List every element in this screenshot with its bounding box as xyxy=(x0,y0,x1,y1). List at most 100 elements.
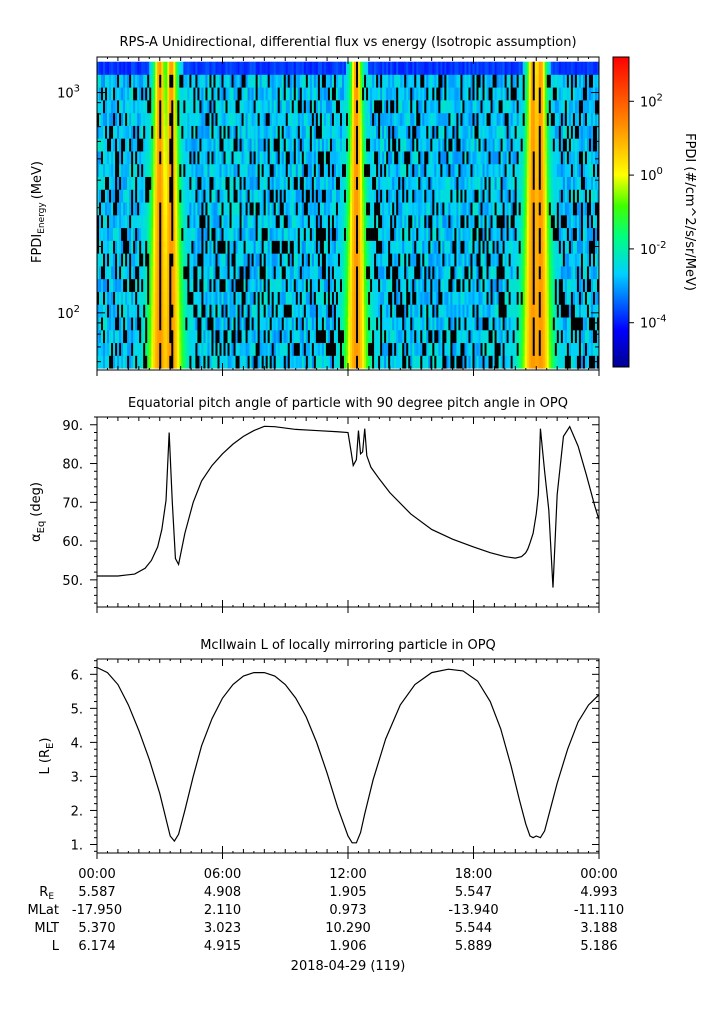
heatmap-cell xyxy=(245,253,248,267)
heatmap-cell xyxy=(372,112,375,126)
heatmap-cell xyxy=(329,189,333,203)
heatmap-cell xyxy=(480,125,483,139)
heatmap-cell xyxy=(438,151,441,165)
heatmap-cell xyxy=(586,189,590,203)
heatmap-cell xyxy=(233,355,236,369)
heatmap-cell xyxy=(297,112,301,126)
heatmap-cell xyxy=(273,329,277,344)
heatmap-cell xyxy=(145,138,148,152)
heatmap-cell xyxy=(249,163,252,177)
heatmap-cell xyxy=(273,291,277,305)
heatmap-cell xyxy=(219,291,222,305)
heatmap-cell xyxy=(414,304,417,318)
heatmap-cell xyxy=(101,329,104,344)
heatmap-cell xyxy=(596,215,599,229)
heatmap-cell xyxy=(482,215,485,229)
heatmap-cell xyxy=(171,227,174,241)
heatmap-cell xyxy=(580,291,584,305)
heatmap-cell xyxy=(157,176,160,190)
heatmap-cell xyxy=(524,189,528,203)
heatmap-cell xyxy=(500,151,503,165)
heatmap-cell xyxy=(109,227,112,241)
heatmap-cell xyxy=(265,342,268,356)
heatmap-cell xyxy=(384,355,387,369)
heatmap-cell xyxy=(105,278,108,292)
heatmap-cell xyxy=(484,304,487,318)
heatmap-cell xyxy=(472,329,475,344)
heatmap-cell xyxy=(548,227,552,241)
heatmap-cell xyxy=(335,227,339,241)
heatmap-cell xyxy=(430,125,433,139)
heatmap-cell xyxy=(179,342,182,356)
heatmap-cell xyxy=(253,266,256,280)
heatmap-cell xyxy=(358,355,361,369)
heatmap-cell xyxy=(341,278,345,292)
heatmap-cell xyxy=(265,278,268,292)
heatmap-cell xyxy=(490,112,493,126)
heatmap-cell xyxy=(504,266,507,280)
heatmap-cell xyxy=(199,112,202,126)
heatmap-cell xyxy=(131,189,134,203)
heatmap-cell xyxy=(271,189,275,203)
heatmap-cell xyxy=(235,329,238,344)
heatmap-cell xyxy=(566,329,570,344)
heatmap-cell xyxy=(221,329,224,344)
heatmap-cell xyxy=(468,278,471,292)
heatmap-cell xyxy=(155,189,158,203)
heatmap-cell xyxy=(536,240,540,254)
heatmap-cell xyxy=(488,291,491,305)
heatmap-cell xyxy=(368,278,371,292)
heatmap-cell xyxy=(550,266,554,280)
heatmap-cell xyxy=(380,304,383,318)
heatmap-cell xyxy=(159,240,162,254)
heatmap-cell xyxy=(255,304,258,318)
heatmap-cell xyxy=(209,163,212,177)
heatmap-cell xyxy=(524,266,528,280)
heatmap-cell xyxy=(227,291,230,305)
heatmap-cell xyxy=(420,304,423,318)
heatmap-cell xyxy=(416,240,419,254)
heatmap-cell xyxy=(293,176,297,190)
heatmap-cell xyxy=(594,240,598,254)
heatmap-cell xyxy=(237,151,240,165)
heatmap-cell xyxy=(522,355,526,369)
heatmap-cell xyxy=(239,253,242,267)
heatmap-cell xyxy=(366,215,369,229)
heatmap-cell xyxy=(398,138,401,152)
heatmap-cell xyxy=(358,240,361,254)
heatmap-cell xyxy=(311,266,315,280)
heatmap-cell xyxy=(157,253,160,267)
heatmap-cell xyxy=(362,266,365,280)
heatmap-cell xyxy=(350,215,353,229)
heatmap-cell xyxy=(502,291,505,305)
heatmap-cell xyxy=(366,240,369,254)
heatmap-cell xyxy=(476,163,479,177)
heatmap-cell xyxy=(352,151,355,165)
heatmap-cell xyxy=(402,291,405,305)
heatmap-cell xyxy=(552,266,556,280)
heatmap-cell xyxy=(582,342,586,356)
heatmap-cell xyxy=(376,189,379,203)
heatmap-cell xyxy=(366,253,369,267)
heatmap-cell xyxy=(171,291,174,305)
heatmap-cell xyxy=(374,189,377,203)
heatmap-cell xyxy=(297,291,301,305)
heatmap-cell xyxy=(406,278,409,292)
heatmap-cell xyxy=(341,227,345,241)
heatmap-cell xyxy=(402,304,405,318)
heatmap-cell xyxy=(151,125,154,139)
heatmap-cell xyxy=(131,329,134,344)
heatmap-cell xyxy=(352,278,355,292)
heatmap-cell xyxy=(103,176,106,190)
heatmap-cell xyxy=(161,342,164,356)
heatmap-cell xyxy=(291,291,295,305)
heatmap-cell xyxy=(486,317,489,331)
heatmap-cell xyxy=(259,291,262,305)
heatmap-cell xyxy=(107,215,110,229)
heatmap-cell xyxy=(217,151,220,165)
heatmap-cell xyxy=(356,176,359,190)
heatmap-cell xyxy=(137,329,140,344)
heatmap-cell xyxy=(221,125,224,139)
heatmap-cell xyxy=(370,329,373,344)
heatmap-cell xyxy=(466,266,469,280)
